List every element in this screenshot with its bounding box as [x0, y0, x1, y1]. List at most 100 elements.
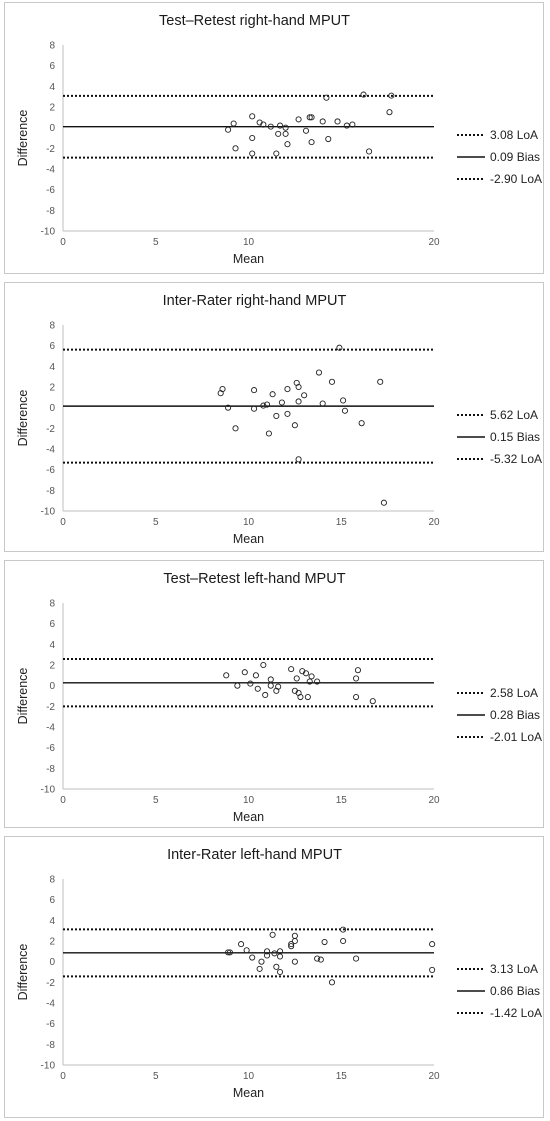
x-tick-label: 10	[243, 1071, 255, 1082]
x-tick-label: 20	[428, 1071, 440, 1082]
chart-title: Inter-Rater right-hand MPUT	[163, 293, 347, 309]
x-axis-label: Mean	[233, 252, 264, 266]
data-point	[295, 116, 302, 123]
data-point	[278, 399, 285, 406]
y-tick-label: 4	[49, 362, 55, 373]
data-point	[284, 410, 291, 417]
x-tick-label: 0	[60, 517, 66, 528]
data-point	[276, 122, 284, 129]
data-point	[429, 941, 436, 948]
data-point	[306, 114, 313, 121]
bland-altman-chart: Test–Retest left-hand MPUT86420-2-4-6-8-…	[16, 571, 542, 824]
y-tick-label: -4	[46, 165, 55, 176]
data-point	[302, 127, 310, 134]
data-point	[260, 121, 267, 128]
data-point	[276, 953, 284, 960]
data-point	[328, 979, 336, 986]
data-point	[247, 680, 254, 687]
data-point	[353, 675, 360, 682]
data-point	[276, 968, 284, 976]
data-point	[314, 955, 321, 962]
data-point	[238, 941, 245, 948]
y-tick-label: 6	[49, 61, 55, 72]
legend-label: 3.08 LoA	[490, 128, 538, 142]
legend-label: 3.13 LoA	[490, 962, 538, 976]
data-point	[265, 430, 272, 437]
y-tick-label: 0	[49, 123, 55, 134]
data-point	[429, 966, 436, 973]
data-point	[301, 392, 308, 399]
data-point	[304, 693, 311, 701]
chart-title: Inter-Rater left-hand MPUT	[167, 847, 342, 863]
y-tick-label: -6	[46, 1019, 55, 1030]
y-tick-label: 2	[49, 661, 55, 672]
data-point	[267, 123, 274, 130]
data-point	[263, 401, 271, 408]
data-point	[282, 130, 289, 137]
data-point	[263, 948, 271, 955]
data-point	[334, 118, 341, 125]
chart-panel-0: Test–Retest right-hand MPUT 8 6 4 2 0 -2 -4 -6 -8…	[4, 2, 544, 274]
data-point	[225, 126, 232, 133]
legend-label: 5.62 LoA	[490, 408, 538, 422]
y-tick-label: -6	[46, 743, 55, 754]
legend-label: 0.86 Bias	[490, 984, 540, 998]
y-tick-label: -4	[46, 999, 55, 1010]
data-point	[306, 678, 313, 685]
x-tick-label: 5	[153, 795, 159, 806]
data-point	[380, 499, 387, 506]
data-point	[249, 134, 256, 142]
y-tick-label: -8	[46, 764, 55, 775]
data-point	[340, 926, 347, 933]
data-point	[273, 150, 280, 157]
x-tick-label: 20	[428, 237, 440, 248]
legend-label: -1.42 LoA	[490, 1006, 542, 1020]
data-point	[293, 675, 300, 682]
y-axis-label: Difference	[16, 390, 30, 447]
data-point	[291, 937, 298, 945]
x-tick-label: 10	[243, 795, 255, 806]
data-point	[302, 670, 310, 677]
data-point	[325, 135, 332, 143]
legend-label: 0.15 Bias	[490, 430, 540, 444]
x-tick-label: 0	[60, 1071, 66, 1082]
data-point	[273, 412, 280, 419]
data-point	[353, 693, 360, 701]
y-tick-label: -6	[46, 465, 55, 476]
data-point	[353, 955, 360, 962]
y-tick-label: 4	[49, 640, 55, 651]
data-point	[275, 683, 282, 690]
x-tick-label: 5	[153, 237, 159, 248]
data-point	[323, 94, 330, 101]
data-point	[267, 676, 274, 683]
data-point	[260, 661, 267, 669]
data-point	[319, 400, 326, 407]
data-point	[276, 948, 284, 955]
data-point	[377, 378, 384, 385]
bland-altman-chart: Test–Retest right-hand MPUT86420-2-4-6-8…	[16, 13, 542, 266]
y-tick-label: 6	[49, 341, 55, 352]
data-point	[230, 120, 237, 127]
data-point	[232, 145, 239, 152]
bland-altman-chart: Inter-Rater left-hand MPUT86420-2-4-6-8-…	[16, 847, 542, 1100]
x-tick-label: 10	[243, 517, 255, 528]
legend-label: 0.09 Bias	[490, 150, 540, 164]
x-tick-label: 10	[243, 237, 255, 248]
data-point	[284, 141, 291, 148]
data-point	[369, 698, 376, 705]
data-point	[256, 965, 263, 972]
y-tick-label: -2	[46, 978, 55, 989]
data-point	[269, 391, 276, 398]
data-point	[308, 673, 315, 680]
data-point	[358, 420, 365, 427]
data-point	[295, 383, 302, 391]
data-point	[226, 949, 233, 956]
legend-label: 2.58 LoA	[490, 686, 538, 700]
data-point	[297, 693, 304, 701]
data-point	[291, 932, 298, 939]
y-tick-label: -10	[41, 227, 56, 238]
data-point	[232, 425, 239, 432]
data-point	[249, 954, 256, 961]
data-point	[349, 121, 356, 128]
y-tick-label: 8	[49, 599, 55, 610]
